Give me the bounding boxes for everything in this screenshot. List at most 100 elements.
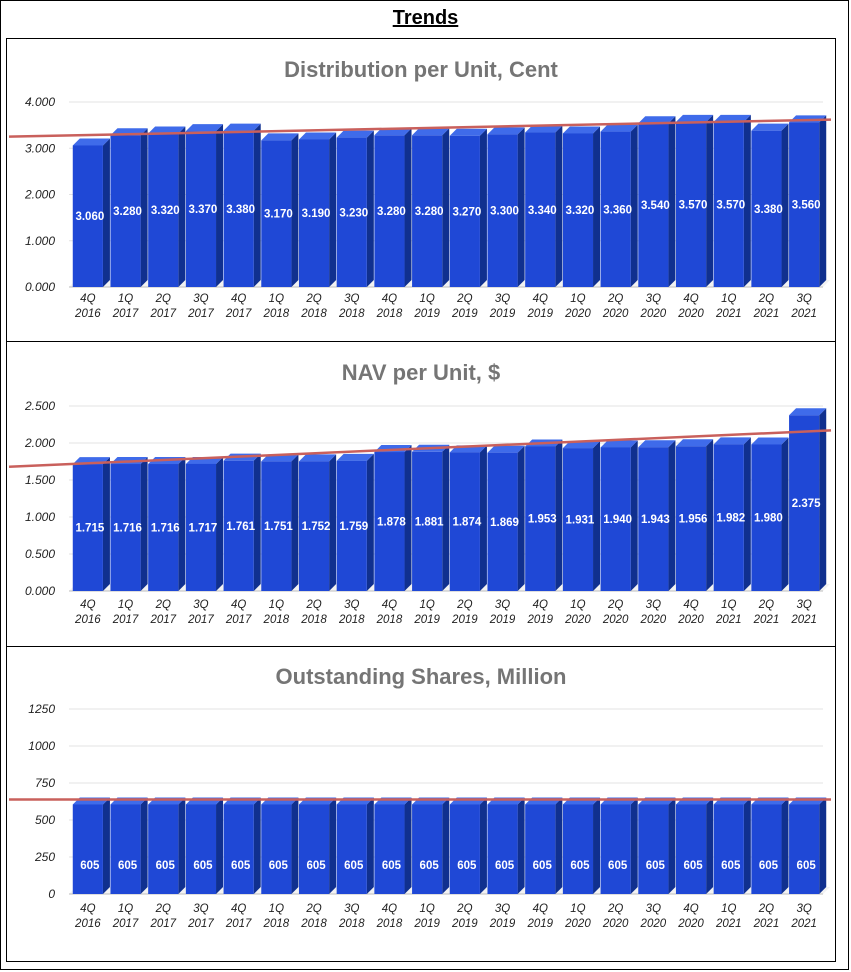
data-label: 1.717 — [189, 522, 218, 534]
bar-side — [555, 797, 563, 894]
bar-side — [178, 126, 186, 287]
y-tick-label: 2.500 — [24, 399, 55, 413]
bar-front — [110, 804, 141, 894]
bar-top — [261, 133, 299, 141]
x-tick-label-quarter: 3Q — [646, 293, 661, 305]
x-tick-label-year: 2021 — [753, 614, 780, 626]
bar-top — [600, 440, 638, 448]
data-label: 2.375 — [792, 498, 821, 510]
bar-side — [668, 116, 676, 288]
bar — [600, 797, 638, 894]
bar — [638, 116, 676, 288]
x-tick-label-quarter: 3Q — [495, 293, 510, 305]
y-tick-label: 3.000 — [25, 141, 55, 155]
x-tick-label-quarter: 4Q — [231, 903, 246, 915]
bar — [487, 445, 525, 591]
data-label: 1.956 — [679, 514, 708, 526]
bar-side — [366, 453, 374, 591]
data-label: 1.953 — [528, 514, 557, 526]
x-tick-label-quarter: 1Q — [269, 903, 284, 915]
x-tick-label-quarter: 2Q — [155, 293, 171, 305]
bar — [110, 457, 148, 591]
bar-front — [336, 137, 367, 287]
bar — [148, 797, 186, 894]
data-label: 3.380 — [226, 204, 255, 216]
bar-side — [102, 138, 110, 287]
bar-front — [298, 139, 330, 287]
bar-top — [751, 123, 789, 131]
bar-front — [374, 804, 405, 894]
data-label: 1.716 — [113, 523, 142, 535]
x-tick-label-quarter: 1Q — [269, 599, 284, 611]
bar-side — [404, 797, 412, 894]
y-tick-label: 500 — [35, 813, 55, 827]
bar — [185, 124, 224, 287]
bar — [412, 128, 450, 287]
bar-front — [449, 135, 480, 287]
x-tick-label-quarter: 2Q — [155, 903, 171, 915]
data-label: 3.320 — [151, 205, 180, 217]
bar-side — [668, 440, 676, 591]
bar — [600, 440, 638, 591]
x-tick-label-year: 2020 — [564, 308, 591, 320]
bar — [789, 115, 827, 287]
bar — [336, 797, 374, 894]
bar-front — [713, 444, 744, 591]
x-tick-label-quarter: 2Q — [456, 599, 472, 611]
bar-front — [374, 135, 405, 287]
bar — [374, 128, 412, 287]
x-tick-label-year: 2018 — [338, 614, 365, 626]
bar-front — [525, 446, 556, 591]
x-tick-label-quarter: 2Q — [456, 903, 472, 915]
bar-front — [449, 452, 480, 591]
data-label: 1.715 — [75, 523, 104, 535]
bar — [638, 797, 676, 894]
x-tick-label-quarter: 4Q — [80, 599, 95, 611]
x-tick-label-year: 2018 — [263, 308, 290, 320]
data-label: 3.570 — [716, 199, 745, 211]
bar-side — [517, 797, 525, 894]
bar-side — [140, 457, 148, 591]
x-tick-label-year: 2021 — [715, 614, 742, 626]
y-tick-label: 4.000 — [25, 95, 55, 109]
y-tick-label: 2.000 — [24, 188, 55, 202]
x-tick-label-quarter: 3Q — [796, 903, 811, 915]
bar-front — [638, 447, 669, 591]
x-tick-label-quarter: 3Q — [796, 599, 811, 611]
bar-front — [72, 145, 103, 287]
bar-top — [487, 127, 525, 135]
bar-side — [743, 797, 751, 894]
bar — [449, 128, 487, 287]
data-label: 605 — [683, 860, 703, 872]
data-label: 605 — [495, 860, 515, 872]
bar-side — [630, 440, 638, 591]
bar-front — [223, 804, 254, 894]
bar-front — [600, 131, 631, 287]
bar-side — [442, 128, 450, 287]
x-tick-label-year: 2018 — [338, 308, 365, 320]
bar-front — [713, 121, 744, 287]
data-label: 3.570 — [679, 199, 708, 211]
x-tick-label-year: 2019 — [489, 614, 516, 626]
bar-front — [148, 133, 179, 287]
data-label: 605 — [118, 860, 138, 872]
bar-front — [487, 804, 518, 894]
x-tick-label-year: 2017 — [225, 308, 252, 320]
y-tick-label: 250 — [34, 850, 55, 864]
bar-front — [336, 804, 367, 894]
bar-top — [638, 116, 676, 124]
bar-top — [487, 445, 525, 453]
x-tick-label-quarter: 2Q — [758, 903, 774, 915]
x-tick-label-year: 2020 — [602, 918, 629, 930]
x-tick-label-quarter: 2Q — [607, 903, 623, 915]
x-tick-label-quarter: 2Q — [758, 293, 774, 305]
bar — [72, 797, 110, 894]
data-label: 605 — [420, 860, 440, 872]
bar-top — [713, 437, 751, 445]
data-label: 605 — [646, 860, 666, 872]
bar-top — [336, 130, 374, 138]
bar-front — [562, 804, 594, 894]
bar-side — [706, 797, 714, 894]
bar — [336, 453, 374, 591]
x-tick-label-quarter: 2Q — [607, 293, 623, 305]
